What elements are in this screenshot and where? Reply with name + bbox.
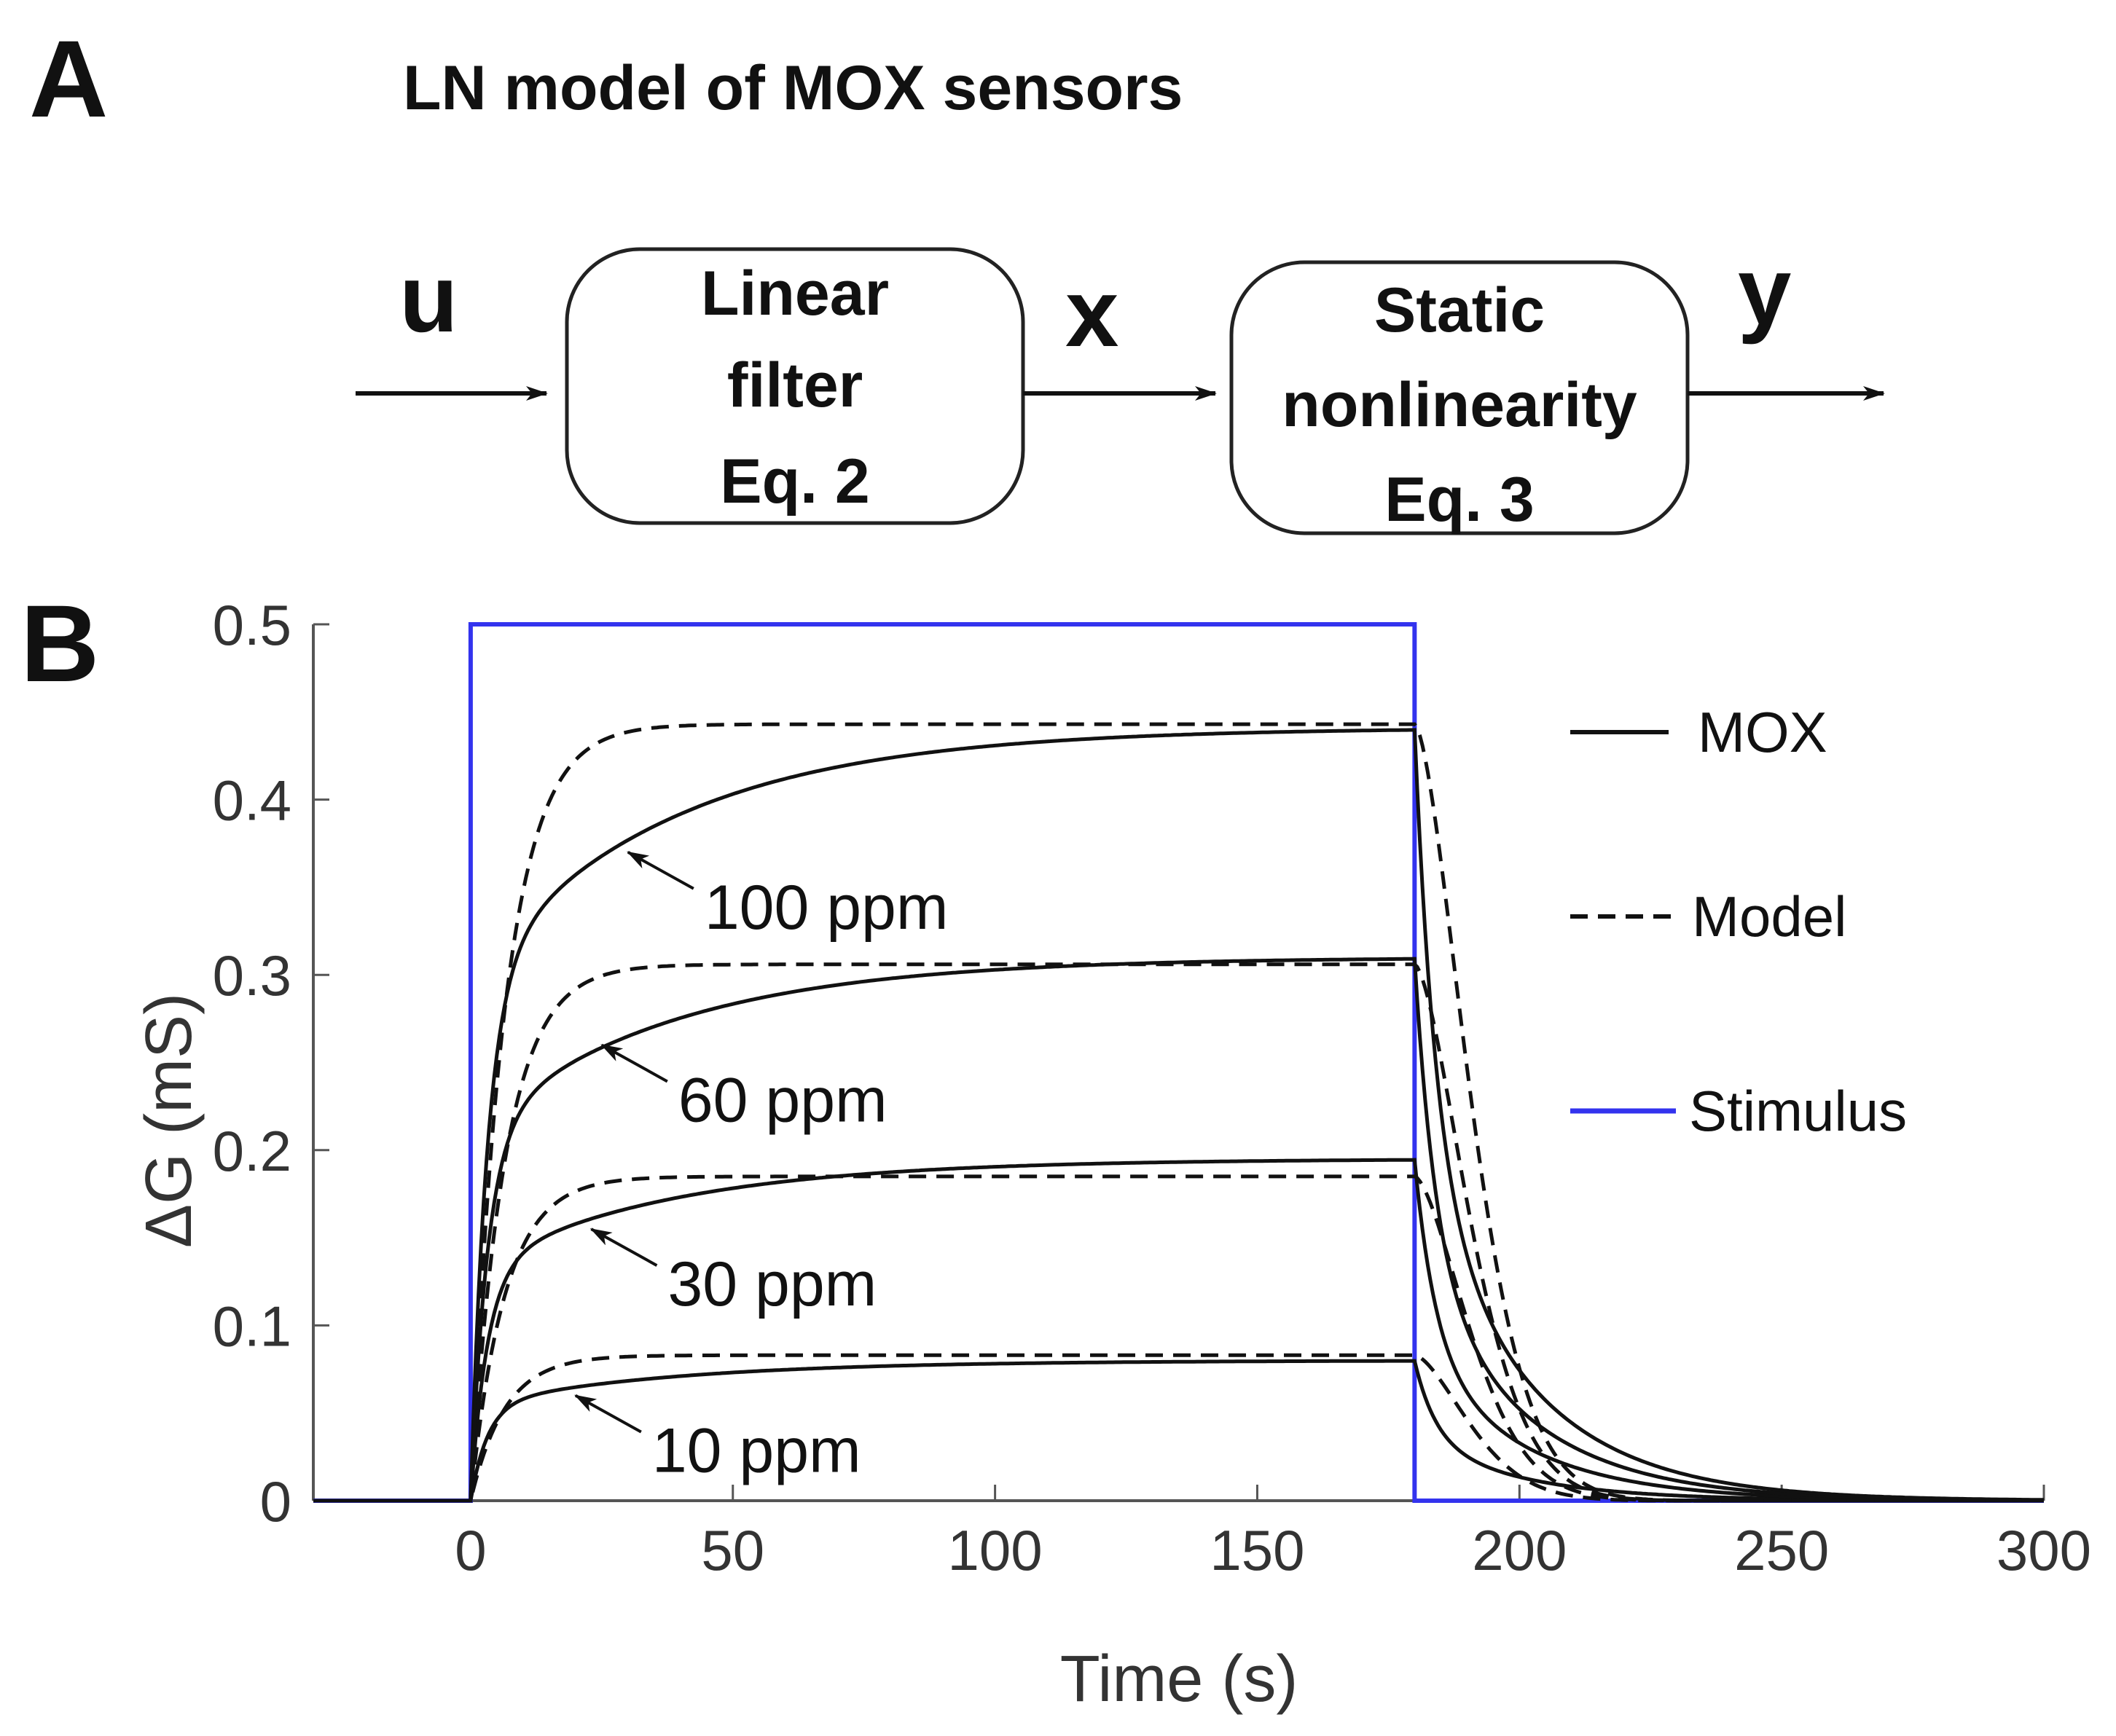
y-tick-label: 0	[260, 1469, 291, 1533]
plot-area: 0 50 100 150 200 250 300 0 0.1 0.2 0.3 0.4 0.5 10 ppm…	[213, 593, 2092, 1582]
y-tick-label: 0.4	[213, 769, 291, 833]
model-line-60-ppm	[313, 962, 2044, 1503]
mox-line-100-ppm	[313, 728, 2044, 1503]
panel-b-letter: B	[20, 582, 99, 704]
annotation-label: 10 ppm	[652, 1416, 861, 1486]
linear-filter-line-2: filter	[727, 350, 863, 420]
linear-filter-box	[565, 247, 1025, 525]
annotation-label: 60 ppm	[678, 1065, 887, 1135]
x-tick-label: 250	[1734, 1518, 1829, 1582]
annotation-arrow	[574, 1394, 642, 1434]
y-tick-label: 0.3	[213, 943, 291, 1008]
linear-filter-line-1: Linear	[701, 259, 889, 329]
linear-filter-line-3: Eq. 2	[720, 447, 870, 517]
legend-mox-label: MOX	[1698, 700, 1827, 764]
model-line-100-ppm	[313, 722, 2044, 1503]
x-tick-label: 0	[455, 1518, 486, 1582]
y-axis-label: ΔG (mS)	[133, 993, 205, 1248]
signal-u-label: u	[399, 245, 458, 352]
y-tick-label: 0.2	[213, 1119, 291, 1183]
model-line-10-ppm	[313, 1353, 2044, 1503]
x-tick-label: 300	[1997, 1518, 2091, 1582]
static-nonlinearity-box	[1229, 260, 1690, 535]
legend-stimulus-label: Stimulus	[1689, 1079, 1907, 1143]
legend-model-label: Model	[1692, 884, 1846, 948]
x-tick-label: 50	[701, 1518, 764, 1582]
annotation-label: 100 ppm	[705, 873, 949, 943]
x-axis-label: Time (s)	[1060, 1643, 1298, 1716]
y-tick-label: 0.5	[213, 593, 291, 657]
annotation-arrow	[600, 1043, 668, 1083]
x-tick-label: 100	[948, 1518, 1043, 1582]
static-nonlinearity-line-2: nonlinearity	[1282, 370, 1637, 440]
annotation-arrow	[589, 1228, 658, 1267]
x-tick-label: 150	[1210, 1518, 1304, 1582]
y-tick-label: 0.1	[213, 1294, 291, 1358]
diagram-title: LN model of MOX sensors	[403, 53, 1183, 123]
mox-line-10-ppm	[313, 1359, 2044, 1503]
panel-a-letter: A	[29, 17, 108, 140]
mox-line-30-ppm	[313, 1158, 2044, 1503]
mox-line-60-ppm	[313, 957, 2045, 1503]
x-tick-label: 200	[1472, 1518, 1567, 1582]
static-nonlinearity-line-1: Static	[1374, 275, 1545, 345]
annotation-label: 30 ppm	[667, 1249, 877, 1319]
signal-x-label: x	[1065, 259, 1118, 366]
annotation-arrow	[627, 851, 694, 890]
signal-y-label: y	[1738, 237, 1791, 345]
static-nonlinearity-line-3: Eq. 3	[1384, 465, 1535, 535]
